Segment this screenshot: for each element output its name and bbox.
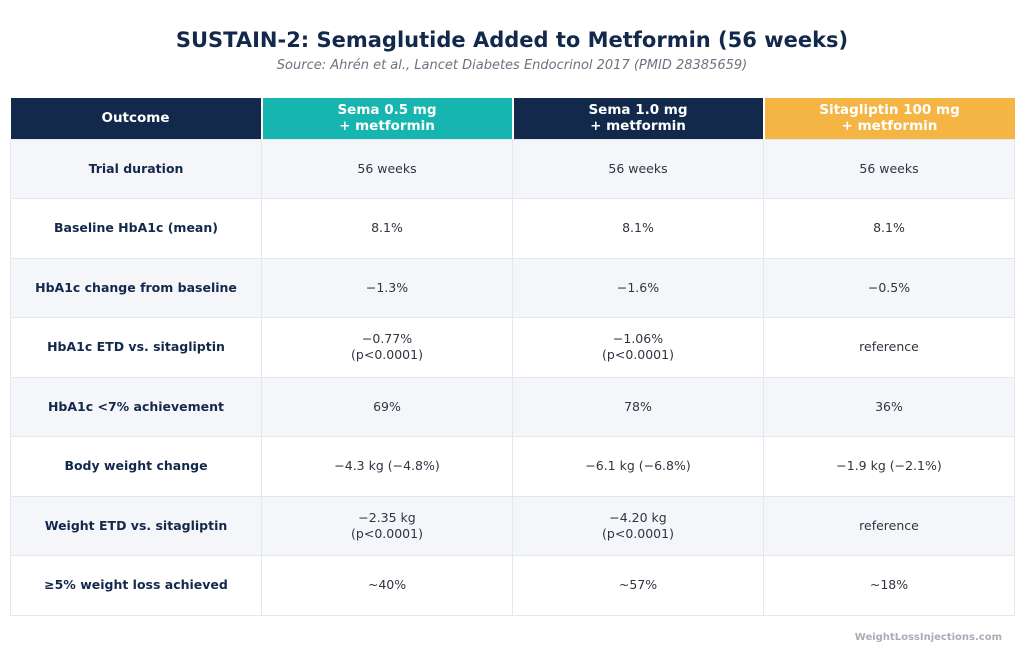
cell-value: −1.9 kg (−2.1%) bbox=[836, 458, 942, 474]
table-row: Trial duration 56 weeks 56 weeks 56 week… bbox=[10, 138, 1015, 199]
row-label: Baseline HbA1c (mean) bbox=[10, 198, 262, 259]
header-sema-05: Sema 0.5 mg + metformin bbox=[261, 98, 514, 139]
cell-value: 69% bbox=[373, 398, 401, 414]
site-watermark: WeightLossInjections.com bbox=[854, 632, 1002, 643]
source-subtitle: Source: Ahrén et al., Lancet Diabetes En… bbox=[276, 58, 748, 73]
table-row: Weight ETD vs. sitagliptin −2.35 kg (p<0.… bbox=[10, 495, 1015, 556]
cell-value: reference bbox=[859, 339, 919, 355]
table-cell: 36% bbox=[763, 376, 1015, 437]
cell-value: ~40% bbox=[367, 577, 407, 593]
cell-value: −0.77% bbox=[361, 331, 413, 347]
table-cell: 56 weeks bbox=[512, 138, 764, 199]
cell-value: ~18% bbox=[869, 577, 909, 593]
header-outcome: Outcome bbox=[10, 98, 263, 139]
table-row: Body weight change −4.3 kg (−4.8%) −6.1 … bbox=[10, 436, 1015, 497]
comparison-table: Outcome Sema 0.5 mg + metformin Sema 1.0… bbox=[10, 98, 1015, 616]
cell-value: 56 weeks bbox=[357, 160, 417, 176]
table-cell: −1.9 kg (−2.1%) bbox=[763, 436, 1015, 497]
table-cell: 78% bbox=[512, 376, 764, 437]
cell-note: (p<0.0001) bbox=[351, 347, 423, 363]
table-cell: 56 weeks bbox=[763, 138, 1015, 199]
header-sema-10-line2: + metformin bbox=[590, 118, 686, 135]
cell-value: ~57% bbox=[618, 577, 658, 593]
table-cell: 8.1% bbox=[763, 198, 1015, 259]
header-sema-10: Sema 1.0 mg + metformin bbox=[512, 98, 765, 139]
cell-value: −0.5% bbox=[867, 279, 911, 295]
table-row: HbA1c <7% achievement 69% 78% 36% bbox=[10, 376, 1015, 437]
table-cell: −4.20 kg (p<0.0001) bbox=[512, 495, 764, 556]
header-sema-10-line1: Sema 1.0 mg bbox=[588, 102, 688, 119]
cell-value: −4.20 kg bbox=[609, 509, 667, 525]
table-cell: 8.1% bbox=[261, 198, 513, 259]
header-row: Outcome Sema 0.5 mg + metformin Sema 1.0… bbox=[10, 98, 1015, 139]
cell-value: −2.35 kg bbox=[358, 509, 416, 525]
table-row: Baseline HbA1c (mean) 8.1% 8.1% 8.1% bbox=[10, 198, 1015, 259]
cell-value: 8.1% bbox=[371, 220, 403, 236]
cell-value: reference bbox=[859, 517, 919, 533]
row-label: HbA1c change from baseline bbox=[10, 257, 262, 318]
row-label: Body weight change bbox=[10, 436, 262, 497]
table-row: ≥5% weight loss achieved ~40% ~57% ~18% bbox=[10, 555, 1015, 616]
row-label: Weight ETD vs. sitagliptin bbox=[10, 495, 262, 556]
cell-note: (p<0.0001) bbox=[602, 525, 674, 541]
header-sitagliptin: Sitagliptin 100 mg + metformin bbox=[763, 98, 1015, 139]
table-cell: −1.3% bbox=[261, 257, 513, 318]
table-cell: ~57% bbox=[512, 555, 764, 616]
cell-note: (p<0.0001) bbox=[602, 347, 674, 363]
table-cell: 69% bbox=[261, 376, 513, 437]
table-cell: reference bbox=[763, 317, 1015, 378]
table-cell: −0.77% (p<0.0001) bbox=[261, 317, 513, 378]
table-cell: −4.3 kg (−4.8%) bbox=[261, 436, 513, 497]
cell-value: 36% bbox=[875, 398, 903, 414]
cell-value: −1.6% bbox=[616, 279, 660, 295]
table-cell: −1.06% (p<0.0001) bbox=[512, 317, 764, 378]
table-cell: −6.1 kg (−6.8%) bbox=[512, 436, 764, 497]
table-cell: −0.5% bbox=[763, 257, 1015, 318]
cell-note: (p<0.0001) bbox=[351, 525, 423, 541]
cell-value: −1.3% bbox=[365, 279, 409, 295]
cell-value: −1.06% bbox=[612, 331, 664, 347]
cell-value: 78% bbox=[624, 398, 652, 414]
header-sema-05-line2: + metformin bbox=[339, 118, 435, 135]
row-label: Trial duration bbox=[10, 138, 262, 199]
row-label: ≥5% weight loss achieved bbox=[10, 555, 262, 616]
table-cell: 56 weeks bbox=[261, 138, 513, 199]
table-row: HbA1c ETD vs. sitagliptin −0.77% (p<0.000… bbox=[10, 317, 1015, 378]
header-sitagliptin-line2: + metformin bbox=[841, 118, 938, 135]
table-cell: −1.6% bbox=[512, 257, 764, 318]
table-cell: ~40% bbox=[261, 555, 513, 616]
table-cell: −2.35 kg (p<0.0001) bbox=[261, 495, 513, 556]
header-sitagliptin-line1: Sitagliptin 100 mg bbox=[819, 102, 960, 119]
row-label: HbA1c <7% achievement bbox=[10, 376, 262, 437]
table-cell: reference bbox=[763, 495, 1015, 556]
page-title: SUSTAIN-2: Semaglutide Added to Metformi… bbox=[175, 28, 849, 52]
cell-value: −4.3 kg (−4.8%) bbox=[334, 458, 440, 474]
cell-value: −6.1 kg (−6.8%) bbox=[585, 458, 691, 474]
row-label: HbA1c ETD vs. sitagliptin bbox=[10, 317, 262, 378]
cell-value: 56 weeks bbox=[608, 160, 668, 176]
table-row: HbA1c change from baseline −1.3% −1.6% −… bbox=[10, 257, 1015, 318]
header-outcome-line1: Outcome bbox=[101, 110, 170, 127]
cell-value: 8.1% bbox=[873, 220, 905, 236]
cell-value: 8.1% bbox=[622, 220, 654, 236]
header-sema-05-line1: Sema 0.5 mg bbox=[337, 102, 437, 119]
table-cell: ~18% bbox=[763, 555, 1015, 616]
cell-value: 56 weeks bbox=[859, 160, 919, 176]
table-cell: 8.1% bbox=[512, 198, 764, 259]
